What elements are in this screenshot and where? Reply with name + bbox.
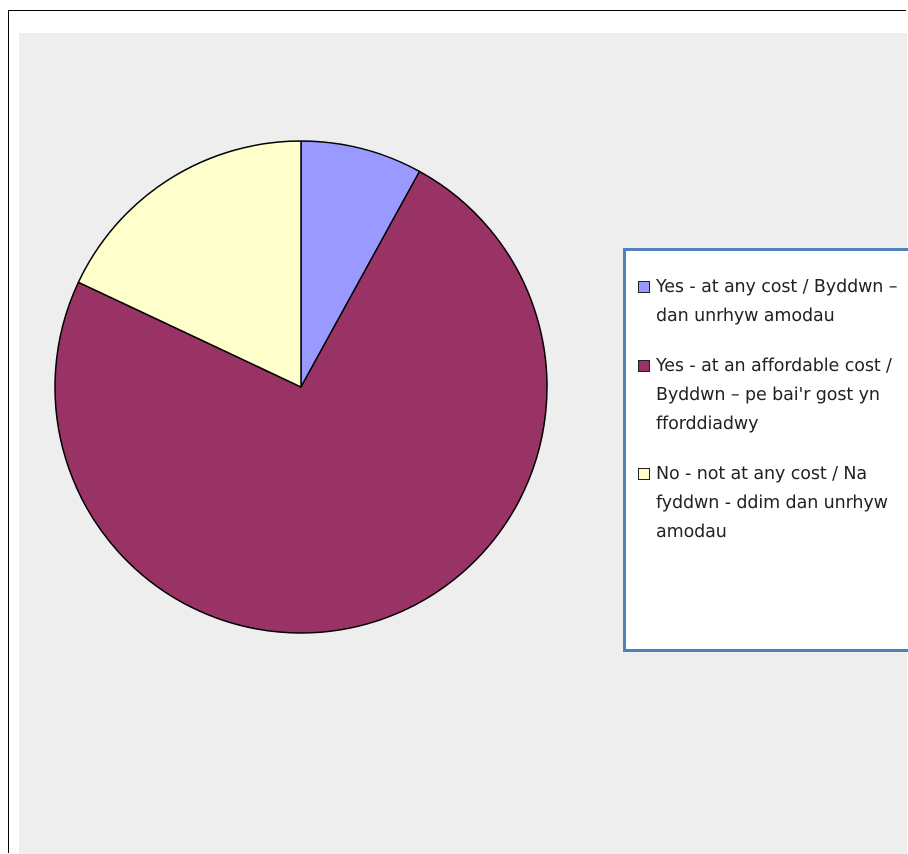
pie-slice-2 <box>77 140 302 388</box>
pie-chart <box>54 140 548 634</box>
chart-area: Yes - at any cost / Byddwn – dan unrhyw … <box>19 33 908 854</box>
legend-label-1: Yes - at an affordable cost / Byddwn – p… <box>656 356 892 434</box>
legend-swatch-2 <box>638 468 650 480</box>
legend-label-2: No - not at any cost / Na fyddwn - ddim … <box>656 464 888 542</box>
legend-item-2: No - not at any cost / Na fyddwn - ddim … <box>636 460 902 547</box>
pie-slice-0 <box>300 140 421 388</box>
legend-swatch-0 <box>638 281 650 293</box>
legend: Yes - at any cost / Byddwn – dan unrhyw … <box>623 248 908 652</box>
chart-frame: Yes - at any cost / Byddwn – dan unrhyw … <box>8 10 908 854</box>
legend-item-1: Yes - at an affordable cost / Byddwn – p… <box>636 352 902 439</box>
legend-swatch-1 <box>638 360 650 372</box>
pie-slice-1 <box>54 170 548 634</box>
legend-item-0: Yes - at any cost / Byddwn – dan unrhyw … <box>636 273 902 331</box>
legend-label-0: Yes - at any cost / Byddwn – dan unrhyw … <box>656 277 898 326</box>
